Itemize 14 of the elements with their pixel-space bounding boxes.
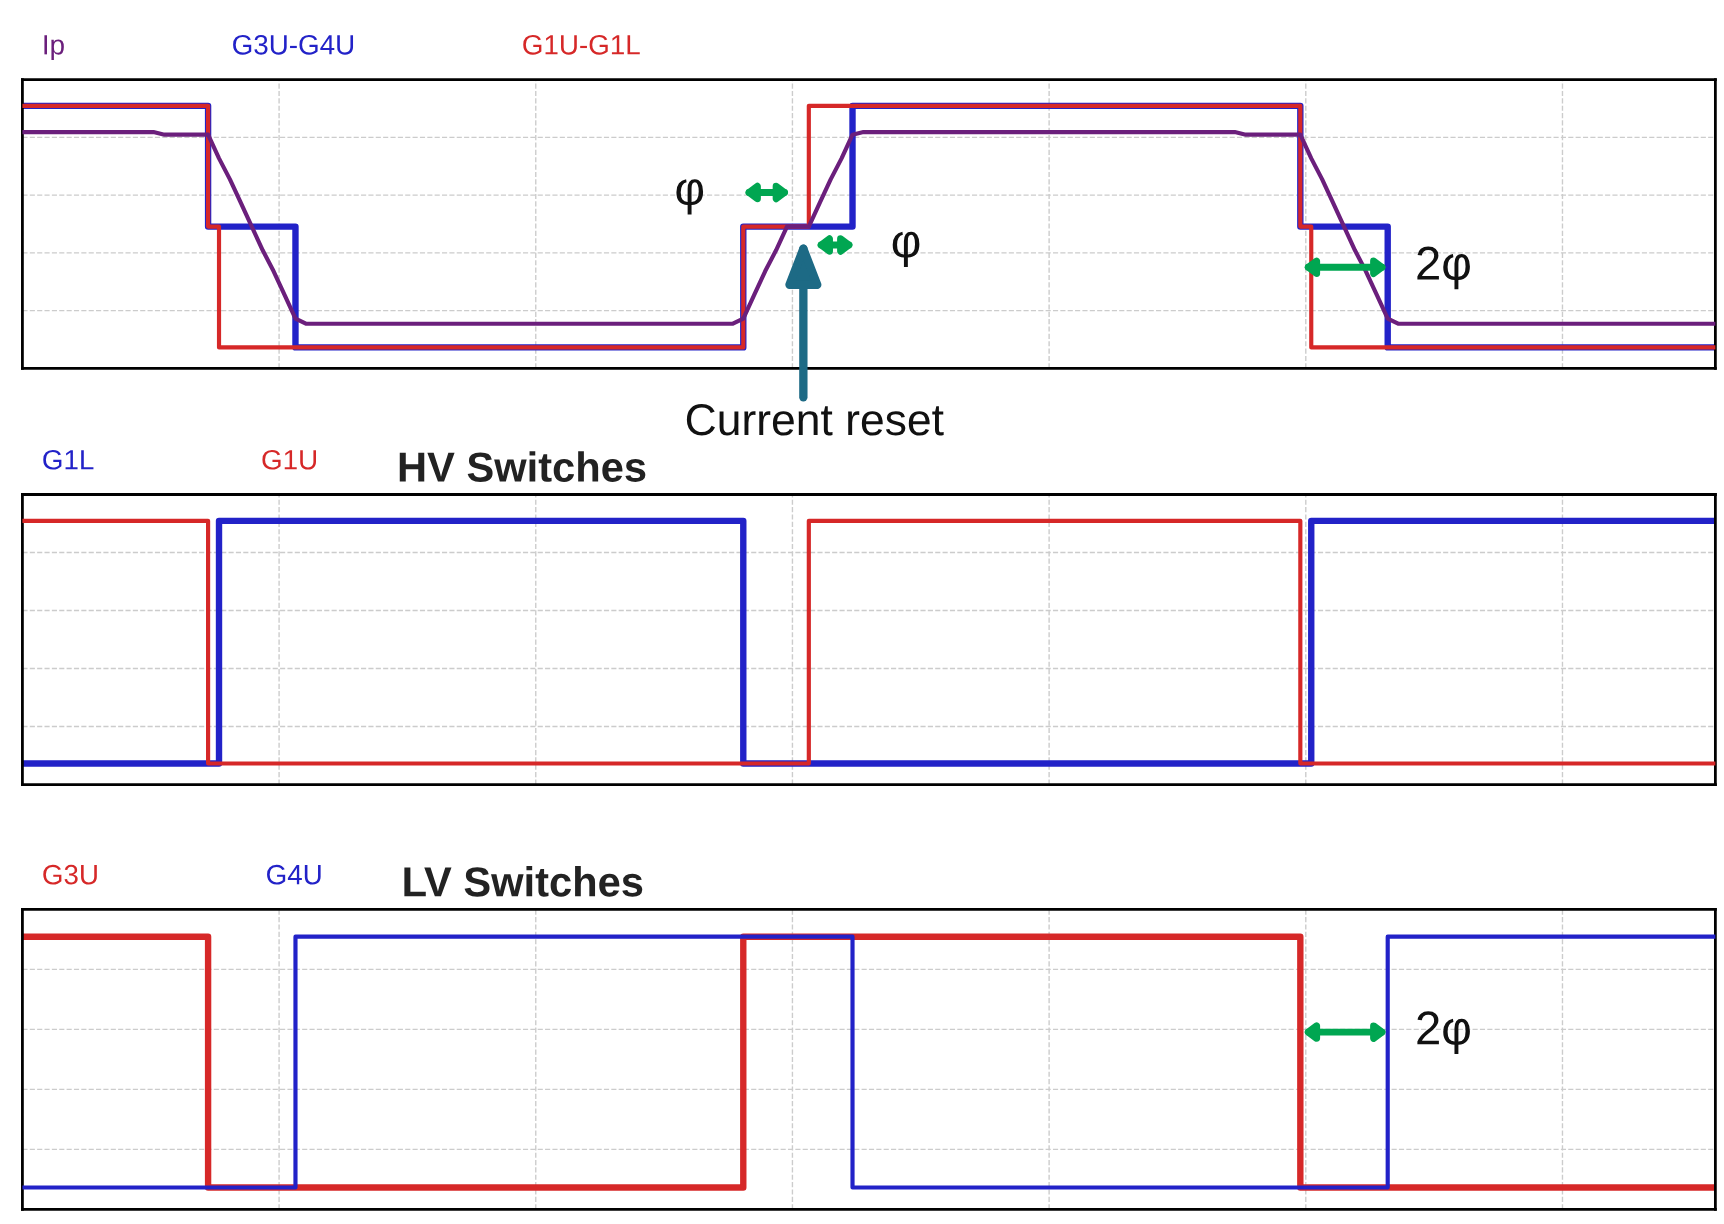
chart-title: LV Switches [404, 866, 643, 897]
annotation: 2φ [1417, 1011, 1470, 1055]
text: G1U-G1L [523, 34, 640, 55]
text: Ip [44, 35, 64, 61]
annotation: φ [676, 179, 704, 215]
text: G1U [262, 449, 316, 470]
annotation: 2φ [1417, 246, 1470, 290]
text: G3U-G4U [233, 34, 354, 55]
series-label: G3U [43, 864, 97, 885]
text: Current reset [686, 404, 944, 436]
annotation: φ [892, 231, 920, 268]
chart-title: HV Switches [399, 451, 646, 482]
series-label: G4U [267, 864, 321, 885]
text: G1L [43, 449, 94, 470]
